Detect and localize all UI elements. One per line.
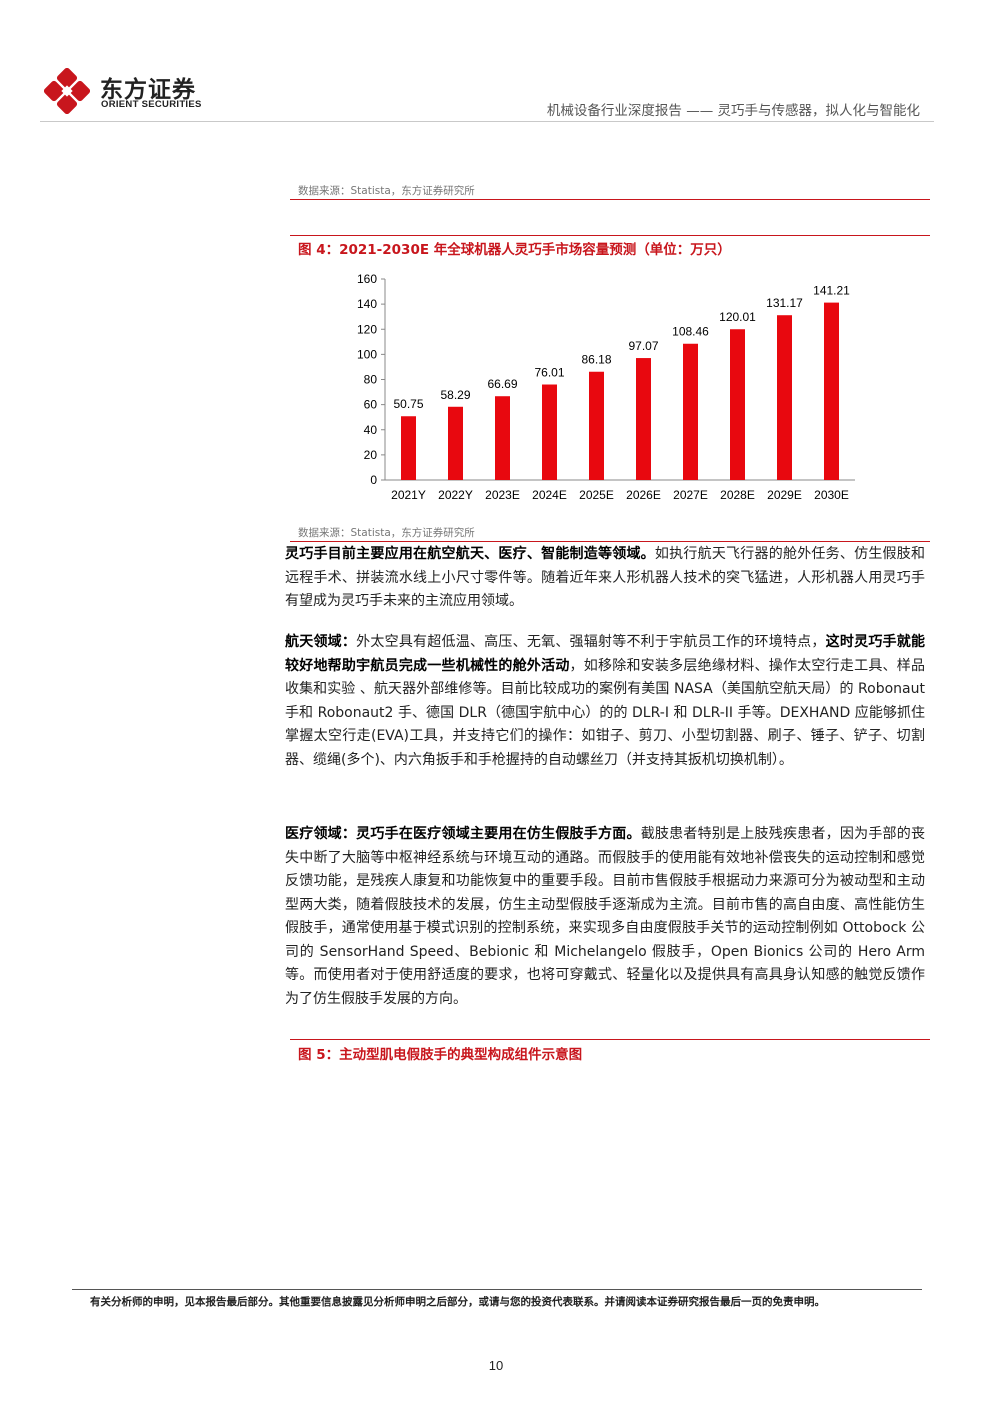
bar	[401, 416, 416, 480]
figure-4-caption: 图 4：2021-2030E 年全球机器人灵巧手市场容量预测（单位：万只）	[298, 242, 731, 258]
company-logo: 东方证券 ORIENT SECURITIES	[44, 68, 214, 114]
report-title: 机械设备行业深度报告 —— 灵巧手与传感器，拟人化与智能化	[546, 103, 920, 119]
bar	[542, 384, 557, 480]
x-tick-label: 2026E	[626, 488, 661, 502]
x-tick-label: 2025E	[579, 488, 614, 502]
y-tick-label: 20	[364, 448, 378, 462]
paragraph-applications: 灵巧手目前主要应用在航空航天、医疗、智能制造等领域。如执行航天飞行器的舱外任务、…	[285, 543, 925, 614]
bar	[777, 315, 792, 480]
footer-disclaimer: 有关分析师的申明，见本报告最后部分。其他重要信息披露见分析师申明之后部分，或请与…	[90, 1296, 825, 1308]
divider-red	[290, 235, 930, 236]
y-tick-label: 0	[370, 473, 377, 487]
bar	[448, 406, 463, 480]
data-label: 108.46	[672, 325, 709, 339]
paragraph-text: ，如移除和安装多层绝缘材料、操作太空行走工具、样品收集和实验 、航天器外部维修等…	[285, 657, 926, 768]
x-tick-label: 2022Y	[438, 488, 473, 502]
bar	[683, 343, 698, 480]
x-tick-label: 2027E	[673, 488, 708, 502]
bar	[589, 371, 604, 480]
data-label: 131.17	[766, 296, 803, 310]
bar	[730, 329, 745, 480]
paragraph-aerospace: 航天领域：外太空具有超低温、高压、无氧、强辐射等不利于宇航员工作的环境特点，这时…	[285, 631, 925, 772]
divider-red	[290, 199, 930, 200]
paragraph-text: 截肢患者特别是上肢残疾患者，因为手部的丧失中断了大脑等中枢神经系统与环境互动的通…	[285, 826, 926, 1007]
x-tick-label: 2023E	[485, 488, 520, 502]
logo-text-en: ORIENT SECURITIES	[101, 99, 202, 110]
x-tick-label: 2028E	[720, 488, 755, 502]
paragraph-medical: 医疗领域：灵巧手在医疗领域主要用在仿生假肢手方面。截肢患者特别是上肢残疾患者，因…	[285, 823, 925, 1011]
source-note-figure-4: 数据来源：Statista，东方证券研究所	[298, 527, 475, 539]
data-label: 141.21	[813, 284, 850, 298]
bar	[495, 396, 510, 480]
y-tick-label: 60	[364, 398, 378, 412]
figure-5-caption: 图 5：主动型肌电假肢手的典型构成组件示意图	[298, 1047, 583, 1063]
paragraph-lead: 灵巧手目前主要应用在航空航天、医疗、智能制造等领域。	[285, 546, 655, 562]
chart-svg: 0 20 40 60 80 100 120 140 160 50.75 2021Y 58.29 2022…	[357, 272, 855, 502]
y-tick-label: 80	[364, 373, 378, 387]
bar	[824, 302, 839, 480]
divider-red	[290, 541, 930, 542]
bar-chart: 0 20 40 60 80 100 120 140 160 50.75 2021Y 58.29 2022…	[330, 265, 870, 510]
y-tick-label: 40	[364, 423, 378, 437]
header-divider	[40, 121, 934, 122]
data-label: 66.69	[487, 377, 517, 391]
y-tick-label: 160	[357, 272, 377, 286]
paragraph-lead: 航天领域：	[285, 634, 357, 650]
data-label: 97.07	[628, 339, 658, 353]
x-tick-label: 2024E	[532, 488, 567, 502]
x-tick-label: 2029E	[767, 488, 802, 502]
divider-red	[290, 1039, 930, 1040]
data-label: 120.01	[719, 310, 756, 324]
y-tick-label: 120	[357, 322, 377, 336]
paragraph-emphasis: 这时灵巧手就能较好地帮助宇航员完成一些机械性的舱外活动	[285, 634, 926, 674]
y-tick-label: 100	[357, 347, 377, 361]
data-label: 86.18	[581, 353, 611, 367]
paragraph-text: 如执行航天飞行器的舱外任务、仿生假肢和远程手术、拼装流水线上小尺寸零件等。随着近…	[285, 546, 926, 609]
logo-mark-icon	[44, 68, 90, 114]
paragraph-lead: 医疗领域：灵巧手在医疗领域主要用在仿生假肢手方面。	[285, 826, 641, 842]
page-number: 10	[488, 1358, 504, 1373]
y-tick-label: 140	[357, 297, 377, 311]
x-tick-label: 2030E	[814, 488, 849, 502]
data-label: 50.75	[393, 397, 423, 411]
logo-text-cn: 东方证券	[100, 77, 196, 103]
footer-divider	[72, 1289, 922, 1290]
data-label: 76.01	[534, 366, 564, 380]
source-note-top: 数据来源：Statista，东方证券研究所	[298, 185, 475, 197]
x-tick-label: 2021Y	[391, 488, 426, 502]
paragraph-text: 外太空具有超低温、高压、无氧、强辐射等不利于宇航员工作的环境特点，	[356, 634, 826, 650]
bar	[636, 358, 651, 480]
data-label: 58.29	[440, 388, 470, 402]
